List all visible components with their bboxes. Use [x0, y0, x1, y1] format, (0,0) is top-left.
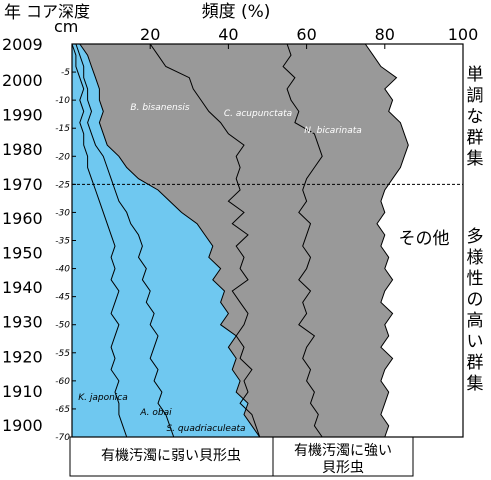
year-tick-label: 1900 [2, 416, 43, 435]
series-label-n-bicarinata: N. bicarinata [304, 126, 362, 136]
depth-unit: cm [54, 17, 78, 36]
chart-frame [69, 43, 464, 477]
zone-label-upper-char: 単 [467, 65, 484, 85]
species-boundary-lines [71, 43, 409, 438]
weak-group-label: 有機汚濁に弱い貝形虫 [101, 448, 241, 464]
zone-label-upper-char: 集 [467, 149, 484, 169]
depth-tick-label: -50 [55, 321, 70, 331]
depth-tick-label: -65 [55, 405, 70, 415]
depth-tick-label: -45 [55, 293, 70, 303]
depth-axis-title: コア深度 [26, 2, 90, 21]
year-tick-label: 1970 [2, 175, 43, 194]
box-strong-group [272, 436, 414, 477]
year-tick-label: 1950 [2, 244, 43, 263]
depth-tick-label: -55 [55, 349, 70, 359]
year-tick-label: 1920 [2, 347, 43, 366]
strong-group-label-line2: 貝形虫 [322, 460, 364, 476]
depth-tick-label: -20 [55, 152, 70, 162]
zone-label-lower-char: 様 [467, 248, 484, 268]
year-tick-label: 2000 [2, 71, 43, 90]
area-weak-group [72, 44, 260, 437]
year-tick-label: 1910 [2, 382, 43, 401]
series-label-b-bisanensis: B. bisanensis [130, 103, 189, 113]
series-label-k-japonica: K. japonica [78, 393, 128, 403]
depth-tick-label: -25 [55, 180, 70, 190]
zone-label-lower-char: 多 [467, 227, 484, 247]
year-axis-title: 年 [4, 3, 21, 23]
series-label-c-acupunctata: C. acupunctata [224, 109, 292, 119]
other-label: その他 [399, 229, 450, 249]
year-tick-label: 1940 [2, 278, 43, 297]
year-tick-label: 1930 [2, 313, 43, 332]
year-tick-label: 1980 [2, 140, 43, 159]
x-tick-label: 60 [296, 25, 316, 44]
x-tick-label: 100 [448, 25, 479, 44]
series-line-n-bicarinata [364, 43, 409, 438]
depth-tick-label: -5 [61, 68, 70, 78]
zone-label-lower-char: い [467, 332, 484, 352]
series-label-s-quadriaculeata: S. quadriaculeata [166, 424, 245, 434]
year-tick-label: 1960 [2, 209, 43, 228]
depth-tick-label: -10 [55, 96, 70, 106]
area-strong-group [79, 44, 409, 437]
year-tick-label: 1990 [2, 106, 43, 125]
x-tick-label: 20 [140, 25, 160, 44]
depth-tick-label: -60 [55, 377, 70, 387]
x-tick-label: 80 [375, 25, 395, 44]
chart-title: 頻度 (%) [202, 2, 271, 22]
zone-label-lower-char: 高 [467, 311, 484, 331]
depth-tick-label: -30 [55, 208, 70, 218]
depth-tick-label: -35 [55, 237, 70, 247]
series-line-b-bisanensis [149, 43, 261, 438]
depth-tick-label: -40 [55, 265, 70, 275]
series-line-k-japonica [71, 43, 128, 438]
zone-label-lower-char: 群 [467, 353, 484, 373]
series-line-c-acupunctata [282, 43, 323, 438]
x-tick-label: 40 [218, 25, 238, 44]
zone-label-lower-char: 性 [467, 269, 484, 289]
depth-tick-label: -15 [55, 124, 70, 134]
year-tick-label: 2009 [2, 35, 43, 54]
area-fills [72, 44, 409, 437]
strong-group-label-line1: 有機汚濁に強い [294, 443, 392, 459]
zone-label-upper-char: 群 [467, 128, 484, 148]
depth-tick-label: -70 [55, 433, 70, 443]
series-line-a-obai [75, 43, 175, 438]
zone-label-lower-char: 集 [467, 374, 484, 394]
chart-text: 20 40 60 80 100 頻度 (%) -5 -10 -15 -20 -25 -30 -35 -40… [2, 2, 484, 476]
series-line-s-quadriaculeata [79, 43, 261, 438]
zone-label-upper-char: な [467, 107, 484, 127]
zone-label-lower-char: の [467, 290, 484, 310]
zone-label-upper-char: 調 [467, 86, 484, 106]
series-label-a-obai: A. obai [139, 408, 172, 418]
